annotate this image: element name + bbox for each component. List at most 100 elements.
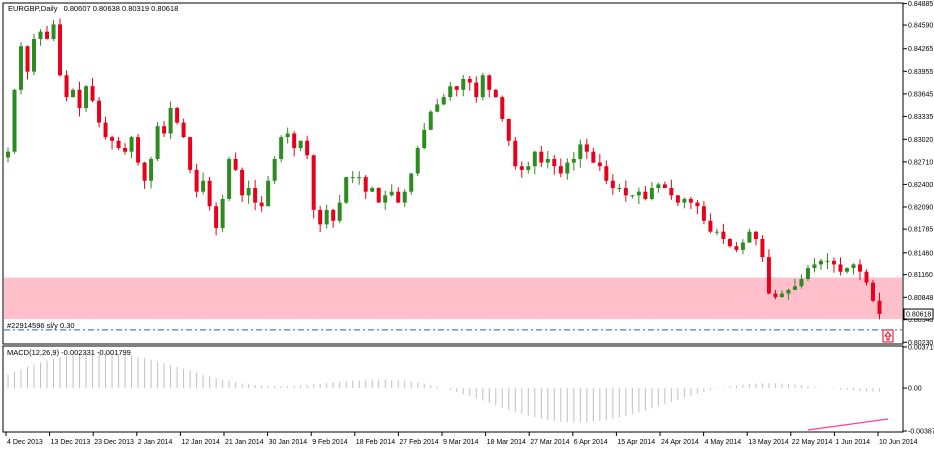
macd-tick-label: 0.003715: [908, 344, 934, 351]
bull-candle: [617, 188, 622, 190]
bull-candle: [246, 188, 251, 196]
bull-candle: [6, 151, 10, 158]
bull-candle: [747, 231, 752, 243]
bear-candle: [857, 264, 862, 272]
bull-candle: [792, 286, 797, 290]
bear-candle: [318, 209, 323, 225]
bear-candle: [97, 100, 102, 123]
bear-candle: [175, 108, 180, 123]
bull-candle: [714, 231, 719, 233]
bear-candle: [506, 118, 511, 141]
date-tick-label: 27 Feb 2014: [399, 439, 438, 446]
bull-candle: [526, 166, 531, 170]
bear-candle: [142, 162, 147, 181]
bull-candle: [279, 137, 284, 159]
bull-candle: [818, 260, 823, 265]
price-tick-label: 0.80540: [908, 317, 933, 324]
ohlc-label: 0.80607 0.80638 0.80319 0.80618: [64, 4, 179, 13]
price-tick-label: 0.84265: [908, 46, 933, 53]
order-label[interactable]: #22914596 sl/y 0.30: [7, 321, 75, 330]
bull-candle: [545, 158, 550, 163]
macd-tick-label: 0.00: [908, 386, 922, 393]
bull-candle: [389, 191, 394, 196]
bull-candle: [812, 264, 817, 269]
bear-candle: [773, 293, 778, 298]
bear-candle: [662, 184, 667, 189]
price-tick-label: 0.80230: [908, 340, 933, 347]
bull-candle: [428, 111, 433, 130]
bull-candle: [740, 242, 745, 250]
bear-candle: [591, 151, 596, 163]
bear-candle: [870, 282, 875, 301]
bear-candle: [721, 231, 726, 239]
bear-candle: [753, 231, 758, 239]
bull-candle: [168, 108, 173, 134]
bull-candle: [38, 31, 43, 39]
bull-candle: [344, 177, 349, 203]
bull-candle: [779, 293, 784, 298]
bull-candle: [51, 24, 56, 39]
bear-candle: [376, 188, 381, 203]
bear-candle: [396, 191, 401, 203]
bull-candle: [272, 158, 277, 181]
bear-candle: [90, 86, 95, 101]
bear-candle: [58, 24, 63, 76]
bear-candle: [584, 144, 589, 152]
bull-candle: [636, 191, 641, 196]
bear-candle: [831, 260, 836, 265]
bear-candle: [760, 238, 765, 258]
date-tick-label: 23 Dec 2013: [94, 439, 134, 446]
bull-candle: [32, 38, 37, 72]
macd-bars-layer: [7, 352, 889, 431]
bear-candle: [363, 177, 368, 192]
bull-candle: [825, 260, 830, 262]
bear-candle: [292, 133, 297, 149]
symbol-label: EURGBP,Daily: [8, 4, 58, 13]
bear-candle: [188, 137, 193, 170]
bull-candle: [565, 162, 570, 174]
bear-candle: [64, 75, 69, 98]
bear-candle: [604, 166, 609, 181]
bear-candle: [331, 209, 336, 221]
bear-candle: [838, 264, 843, 272]
date-tick-label: 24 Apr 2014: [661, 439, 699, 446]
bear-candle: [597, 162, 602, 167]
current-price-label: 0.80618: [906, 312, 931, 319]
macd-label: MACD(12,26,9) -0.002331 -0.001799: [7, 348, 131, 357]
bear-candle: [259, 202, 264, 207]
price-tick-label: 0.82400: [908, 182, 933, 189]
bear-candle: [487, 75, 492, 90]
date-tick-label: 21 Jan 2014: [225, 439, 264, 446]
bull-candle: [324, 209, 329, 225]
price-tick-label: 0.82090: [908, 204, 933, 211]
bull-candle: [578, 144, 583, 159]
bull-candle: [19, 46, 24, 90]
bear-candle: [701, 206, 706, 221]
bull-candle: [441, 97, 446, 105]
date-tick-label: 18 Mar 2014: [487, 439, 526, 446]
bear-candle: [688, 198, 693, 203]
bear-candle: [181, 122, 186, 138]
price-tick-label: 0.80848: [908, 295, 933, 302]
supply-zone[interactable]: [4, 277, 902, 319]
bear-candle: [136, 137, 141, 163]
bear-candle: [233, 158, 238, 170]
candles-layer: [6, 18, 894, 343]
bull-candle: [266, 180, 271, 207]
divergence-line[interactable]: [807, 418, 889, 431]
date-tick-label: 1 Jun 2014: [835, 439, 870, 446]
bear-candle: [25, 46, 30, 72]
bull-candle: [682, 198, 687, 203]
bull-candle: [435, 104, 440, 112]
bull-candle: [402, 191, 407, 203]
macd-panel[interactable]: [2, 345, 904, 433]
bear-candle: [253, 188, 258, 203]
bull-candle: [129, 137, 134, 152]
bull-candle: [357, 177, 362, 179]
price-axis: 0.84885 0.84590 0.84265 0.83955 0.83645 0.833…: [903, 1, 934, 347]
bull-candle: [844, 268, 849, 272]
up-arrow-icon[interactable]: [882, 329, 894, 343]
bear-candle: [552, 158, 557, 167]
